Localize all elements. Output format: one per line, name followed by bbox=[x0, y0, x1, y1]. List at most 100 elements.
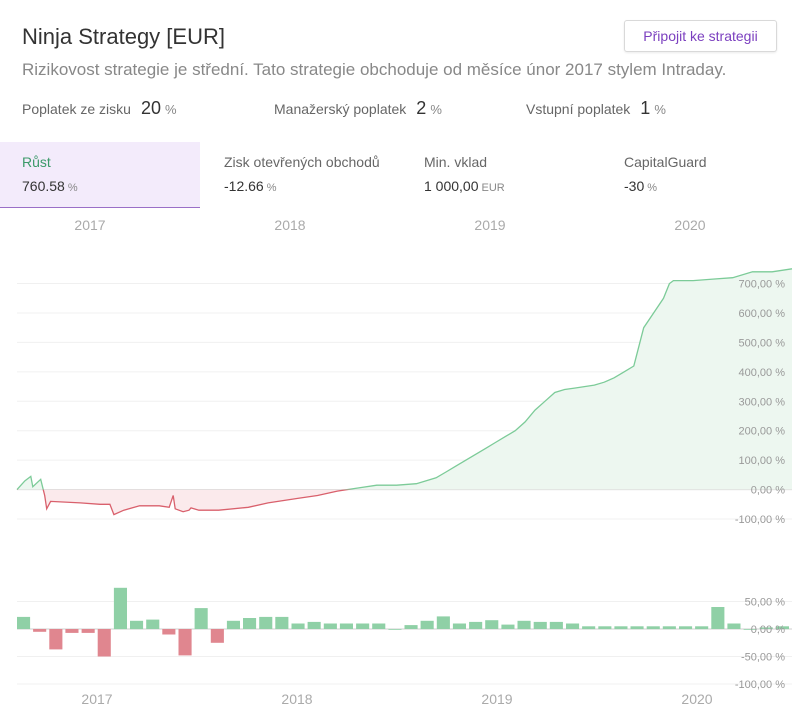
fee-value: 2 bbox=[416, 98, 427, 118]
y-tick-label: 200,00 % bbox=[739, 426, 786, 438]
monthly-bar bbox=[566, 623, 580, 629]
monthly-bar bbox=[711, 607, 725, 629]
tab-growth[interactable]: Růst 760.58% bbox=[0, 142, 200, 208]
monthly-bar bbox=[501, 624, 515, 629]
bar-y-tick-label: -50,00 % bbox=[741, 652, 785, 664]
monthly-bar bbox=[356, 623, 370, 629]
monthly-bar bbox=[65, 629, 79, 633]
monthly-bar bbox=[210, 629, 224, 643]
fee-profit: Poplatek ze zisku 20 % bbox=[22, 98, 177, 119]
monthly-bar bbox=[33, 629, 47, 632]
monthly-bar bbox=[598, 626, 612, 630]
growth-area bbox=[16, 268, 793, 516]
year-label-bottom: 2018 bbox=[281, 691, 312, 707]
monthly-bar bbox=[775, 626, 789, 630]
stat-value: 760.58% bbox=[22, 178, 78, 194]
monthly-bar bbox=[582, 626, 596, 630]
monthly-bar bbox=[339, 623, 353, 629]
monthly-bar bbox=[662, 626, 676, 630]
fee-unit: % bbox=[164, 102, 177, 117]
monthly-bar bbox=[695, 626, 709, 630]
y-tick-label: 300,00 % bbox=[739, 396, 786, 408]
y-tick-label: 100,00 % bbox=[739, 455, 786, 467]
monthly-bar bbox=[97, 629, 111, 657]
monthly-bar bbox=[679, 626, 693, 630]
monthly-bar bbox=[614, 626, 628, 630]
bar-chart-grid bbox=[17, 601, 792, 685]
bar-y-axis-labels: 50,00 % 0,00 % -50,00 % -100,00 % bbox=[735, 597, 785, 692]
tab-capitalguard[interactable]: CapitalGuard -30% bbox=[602, 142, 800, 208]
monthly-bar bbox=[307, 621, 321, 629]
monthly-bar bbox=[517, 620, 531, 630]
monthly-bars bbox=[17, 587, 789, 657]
monthly-bar bbox=[372, 623, 386, 629]
year-label-top: 2017 bbox=[74, 217, 105, 233]
monthly-bar bbox=[291, 623, 305, 629]
monthly-bar bbox=[17, 616, 31, 629]
monthly-bar bbox=[452, 623, 466, 629]
monthly-bar bbox=[226, 620, 240, 630]
bottom-year-labels: 2017 2018 2019 2020 bbox=[81, 691, 712, 707]
monthly-bar bbox=[533, 621, 547, 629]
stats-tabs: Růst 760.58% Zisk otevřených obchodů -12… bbox=[0, 142, 800, 209]
year-label-top: 2019 bbox=[474, 217, 505, 233]
year-label-bottom: 2017 bbox=[81, 691, 112, 707]
y-tick-label: 0,00 % bbox=[751, 485, 785, 497]
top-year-labels: 2017 2018 2019 2020 bbox=[74, 217, 705, 233]
fee-unit: % bbox=[430, 102, 442, 117]
monthly-bar bbox=[388, 629, 402, 630]
monthly-bar bbox=[323, 623, 337, 629]
bar-y-tick-label: 50,00 % bbox=[745, 597, 786, 609]
fees-row: Poplatek ze zisku 20 % Manažerský poplat… bbox=[0, 98, 800, 122]
fee-value: 1 bbox=[640, 98, 651, 118]
fee-label: Poplatek ze zisku bbox=[22, 101, 131, 117]
negative-area bbox=[17, 489, 792, 515]
monthly-bar bbox=[162, 629, 176, 635]
stat-label: CapitalGuard bbox=[624, 154, 707, 170]
growth-line-negative bbox=[17, 489, 352, 516]
monthly-bar bbox=[646, 626, 660, 630]
year-label-top: 2020 bbox=[674, 217, 705, 233]
year-label-bottom: 2019 bbox=[481, 691, 512, 707]
fee-value: 20 bbox=[140, 98, 161, 118]
positive-area bbox=[17, 268, 792, 490]
fee-entry: Vstupní poplatek 1 % bbox=[526, 98, 666, 119]
monthly-bar bbox=[727, 623, 741, 629]
y-tick-label: 700,00 % bbox=[739, 279, 786, 291]
monthly-bar bbox=[275, 616, 289, 629]
monthly-bar bbox=[743, 629, 757, 630]
page-title: Ninja Strategy [EUR] bbox=[22, 24, 225, 49]
monthly-bar bbox=[178, 629, 192, 656]
y-tick-label: 600,00 % bbox=[739, 308, 786, 320]
growth-chart: 2017 2018 2019 2020 700,00 % 600,00 % 500,00 … bbox=[16, 217, 793, 707]
stat-label: Min. vklad bbox=[424, 154, 488, 170]
monthly-bar bbox=[485, 620, 499, 629]
year-label-bottom: 2020 bbox=[681, 691, 712, 707]
monthly-bar bbox=[549, 621, 563, 629]
stat-value: 1 000,00 EUR bbox=[424, 178, 505, 194]
main-y-axis-labels: 700,00 % 600,00 % 500,00 % 400,00 % 300,00 %… bbox=[735, 279, 785, 527]
y-tick-label: 400,00 % bbox=[739, 367, 786, 379]
bar-y-tick-label: -100,00 % bbox=[735, 679, 785, 691]
growth-line-positive bbox=[16, 268, 793, 490]
monthly-bar bbox=[243, 618, 257, 629]
join-strategy-button[interactable]: Připojit ke strategii bbox=[624, 20, 777, 52]
monthly-bar bbox=[404, 625, 418, 629]
monthly-bar bbox=[49, 629, 63, 650]
stat-value: -30% bbox=[624, 178, 658, 194]
monthly-bar bbox=[81, 629, 95, 633]
y-tick-label: -100,00 % bbox=[735, 514, 785, 526]
stat-label: Zisk otevřených obchodů bbox=[224, 154, 380, 170]
stat-label: Růst bbox=[22, 154, 51, 170]
tab-min-deposit[interactable]: Min. vklad 1 000,00 EUR bbox=[402, 142, 602, 208]
monthly-bar bbox=[759, 627, 773, 629]
main-chart-grid bbox=[17, 283, 792, 520]
monthly-bar bbox=[146, 619, 160, 629]
fee-label: Vstupní poplatek bbox=[526, 101, 631, 117]
monthly-bar bbox=[113, 587, 127, 630]
tab-open-trades-profit[interactable]: Zisk otevřených obchodů -12.66% bbox=[202, 142, 402, 208]
monthly-bar bbox=[469, 621, 483, 629]
stat-value: -12.66% bbox=[224, 178, 277, 194]
year-label-top: 2018 bbox=[274, 217, 305, 233]
bar-y-tick-label: 0,00 % bbox=[751, 624, 785, 636]
